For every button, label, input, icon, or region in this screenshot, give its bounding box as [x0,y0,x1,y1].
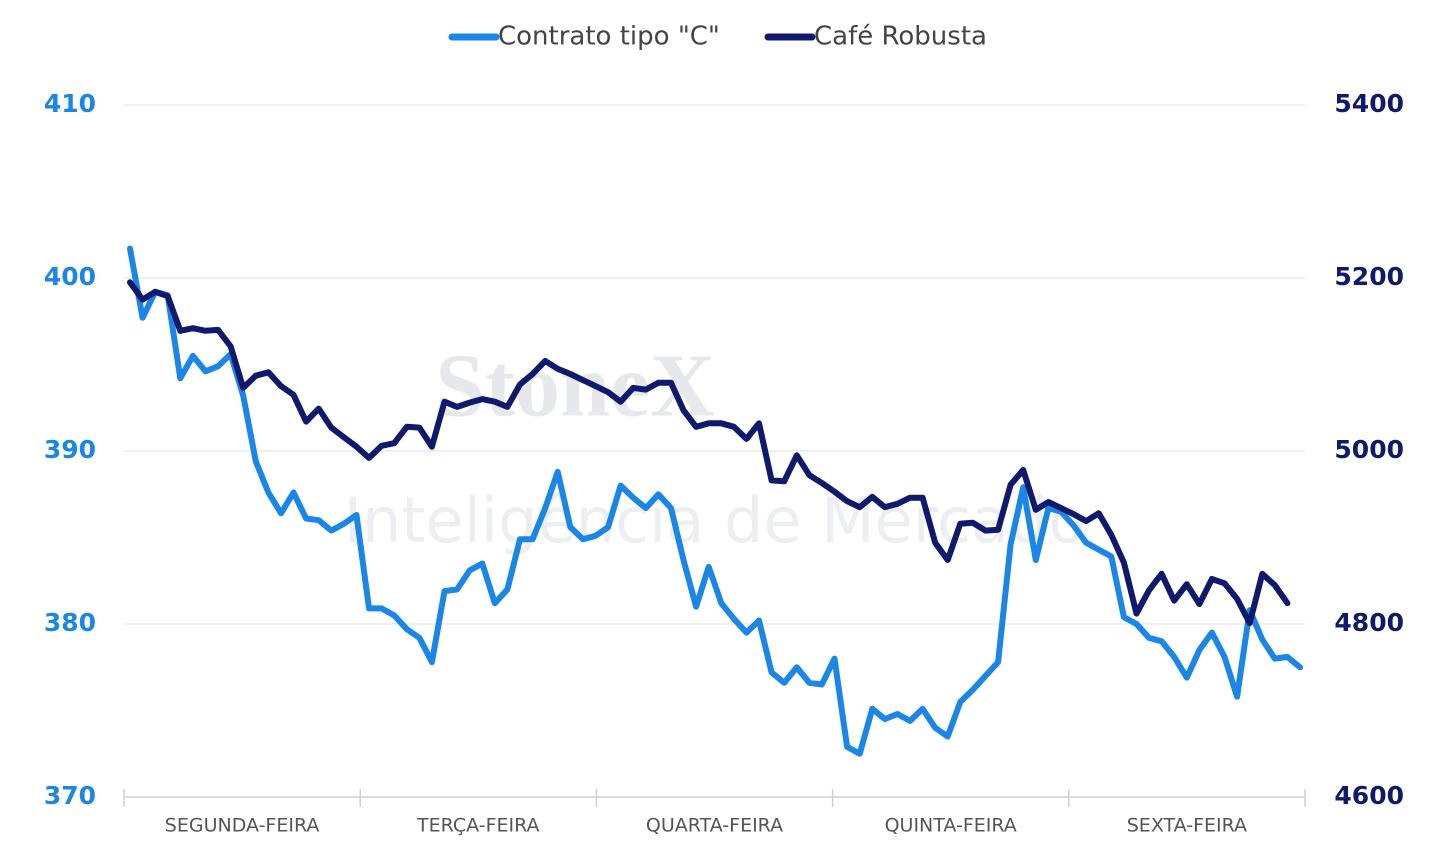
y-tick-label: 380 [44,608,96,637]
x-tick-label: QUINTA-FEIRA [885,815,1017,837]
x-tick-label: QUARTA-FEIRA [646,815,783,837]
y-tick-label: 370 [44,781,96,810]
legend-label: Café Robusta [814,22,987,52]
legend-label: Contrato tipo "C" [498,22,720,52]
y2-tick-label: 4800 [1334,608,1404,637]
x-tick-label: TERÇA-FEIRA [416,815,540,837]
series-line [127,245,1303,757]
y2-tick-label: 5200 [1334,262,1404,291]
y2-tick-label: 5400 [1334,89,1404,118]
y-tick-label: 400 [44,262,96,291]
y-tick-label: 390 [44,435,96,464]
watermark-brand: StoneX [435,337,715,436]
y2-tick-label: 5000 [1334,435,1404,464]
x-tick-label: SEXTA-FEIRA [1127,815,1247,837]
y2-tick-label: 4600 [1334,781,1404,810]
series-line [127,279,1291,627]
x-tick-label: SEGUNDA-FEIRA [165,815,320,837]
y-tick-label: 410 [44,89,96,118]
